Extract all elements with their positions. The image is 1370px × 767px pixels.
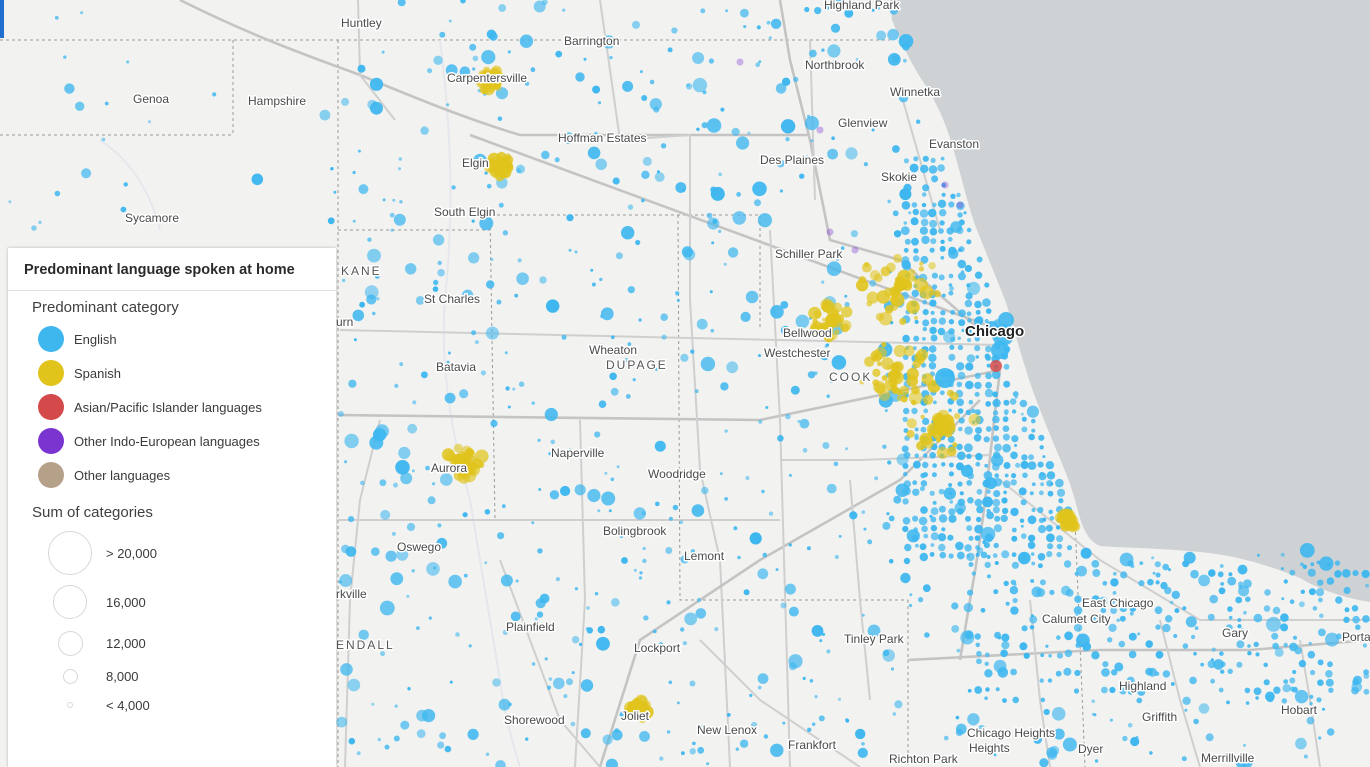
label-calumet-city: Calumet City: [1042, 612, 1111, 626]
legend-item-label: Asian/Pacific Islander languages: [74, 399, 262, 415]
size-circle-icon: [67, 702, 73, 708]
label-bolingbrook: Bolingbrook: [603, 524, 667, 538]
size-circle-icon: [48, 531, 92, 575]
population-dots: [8, 0, 1370, 767]
focus-indicator: [0, 0, 4, 38]
asian-pacific-swatch: [38, 394, 64, 420]
label-county-kendall: ENDALL: [336, 638, 395, 652]
label-chicago-heights: Chicago Heights: [967, 726, 1055, 740]
label-joliet: Joliet: [621, 709, 650, 723]
label-porta: Porta: [1342, 630, 1370, 644]
label-batavia: Batavia: [436, 360, 476, 374]
place-labels: Highland Park Huntley Barrington Carpent…: [124, 0, 1370, 767]
label-merrillville: Merrillville: [1201, 751, 1255, 765]
label-woodridge: Woodridge: [648, 467, 706, 481]
label-lockport: Lockport: [634, 641, 681, 655]
label-genoa: Genoa: [133, 92, 169, 106]
label-shorewood: Shorewood: [504, 713, 565, 727]
spanish-swatch: [38, 360, 64, 386]
label-urn: urn: [336, 315, 353, 329]
other-languages-swatch: [38, 462, 64, 488]
label-rkville: rkville: [336, 587, 367, 601]
legend-item-english: English: [38, 322, 320, 356]
roads: [179, 0, 1370, 767]
label-east-chicago: East Chicago: [1082, 596, 1154, 610]
label-griffith: Griffith: [1142, 710, 1177, 724]
legend-item-label: Other Indo-European languages: [74, 433, 260, 449]
label-westchester: Westchester: [764, 346, 830, 360]
legend-divider: [8, 290, 336, 291]
legend-item-asian-pacific: Asian/Pacific Islander languages: [38, 390, 320, 424]
legend-panel: Predominant language spoken at home Pred…: [8, 248, 336, 767]
label-aurora: Aurora: [431, 461, 467, 475]
label-sycamore: Sycamore: [125, 211, 179, 225]
label-county-dupage: DUPAGE: [606, 358, 668, 372]
size-label: 16,000: [106, 594, 146, 610]
label-elgin: Elgin: [462, 156, 489, 170]
legend-item-other-languages: Other languages: [38, 458, 320, 492]
english-swatch: [38, 326, 64, 352]
label-bellwood: Bellwood: [783, 326, 832, 340]
legend-size-row: 12,000: [38, 625, 320, 661]
label-evanston: Evanston: [929, 137, 979, 151]
legend-size-row: 16,000: [38, 579, 320, 625]
label-carpentersville: Carpentersville: [447, 71, 527, 85]
label-county-cook: COOK: [829, 370, 872, 384]
label-hoffman-estates: Hoffman Estates: [558, 131, 647, 145]
legend-size-heading: Sum of categories: [32, 504, 153, 521]
label-richton-park: Richton Park: [889, 752, 959, 766]
label-northbrook: Northbrook: [805, 58, 865, 72]
label-highland-park: Highland Park: [824, 0, 900, 12]
legend-size-row: < 4,000: [38, 691, 320, 719]
label-oswego: Oswego: [397, 540, 441, 554]
legend-category-heading: Predominant category: [32, 299, 179, 316]
size-circle-icon: [62, 668, 78, 684]
legend-item-label: Other languages: [74, 467, 171, 483]
label-st-charles: St Charles: [424, 292, 480, 306]
label-glenview: Glenview: [838, 116, 888, 130]
label-wheaton: Wheaton: [589, 343, 637, 357]
label-hobart: Hobart: [1281, 703, 1318, 717]
legend-item-label: English: [74, 331, 117, 347]
label-huntley: Huntley: [341, 16, 382, 30]
legend-size-row: > 20,000: [38, 527, 320, 579]
legend-item-spanish: Spanish: [38, 356, 320, 390]
legend-title: Predominant language spoken at home: [24, 262, 295, 278]
other-indo-european-swatch: [38, 428, 64, 454]
size-label: 8,000: [106, 668, 139, 684]
size-circle-icon: [57, 630, 83, 656]
label-des-plaines: Des Plaines: [760, 153, 824, 167]
label-schiller-park: Schiller Park: [775, 247, 843, 261]
label-chicago-heights-2: Heights: [969, 741, 1010, 755]
label-lemont: Lemont: [684, 549, 725, 563]
label-skokie: Skokie: [881, 170, 917, 184]
legend-item-other-indo-european: Other Indo-European languages: [38, 424, 320, 458]
legend-item-label: Spanish: [74, 365, 121, 381]
size-circle-icon: [53, 585, 87, 619]
label-south-elgin: South Elgin: [434, 205, 495, 219]
size-label: > 20,000: [106, 545, 157, 561]
label-chicago: Chicago: [965, 323, 1024, 340]
label-dyer: Dyer: [1078, 742, 1103, 756]
chicago-downtown-cluster: [935, 312, 1014, 388]
label-naperville: Naperville: [551, 446, 605, 460]
label-county-kane: KANE: [341, 264, 382, 278]
label-winnetka: Winnetka: [890, 85, 940, 99]
label-hampshire: Hampshire: [248, 94, 306, 108]
label-tinley-park: Tinley Park: [844, 632, 905, 646]
label-plainfield: Plainfield: [506, 620, 555, 634]
size-label: 12,000: [106, 635, 146, 651]
size-label: < 4,000: [106, 697, 150, 713]
label-highland: Highland: [1119, 679, 1166, 693]
label-barrington: Barrington: [564, 34, 619, 48]
lake-michigan: [890, 0, 1370, 602]
label-frankfort: Frankfort: [788, 738, 837, 752]
label-new-lenox: New Lenox: [697, 723, 757, 737]
legend-size-row: 8,000: [38, 661, 320, 691]
label-gary: Gary: [1222, 626, 1248, 640]
